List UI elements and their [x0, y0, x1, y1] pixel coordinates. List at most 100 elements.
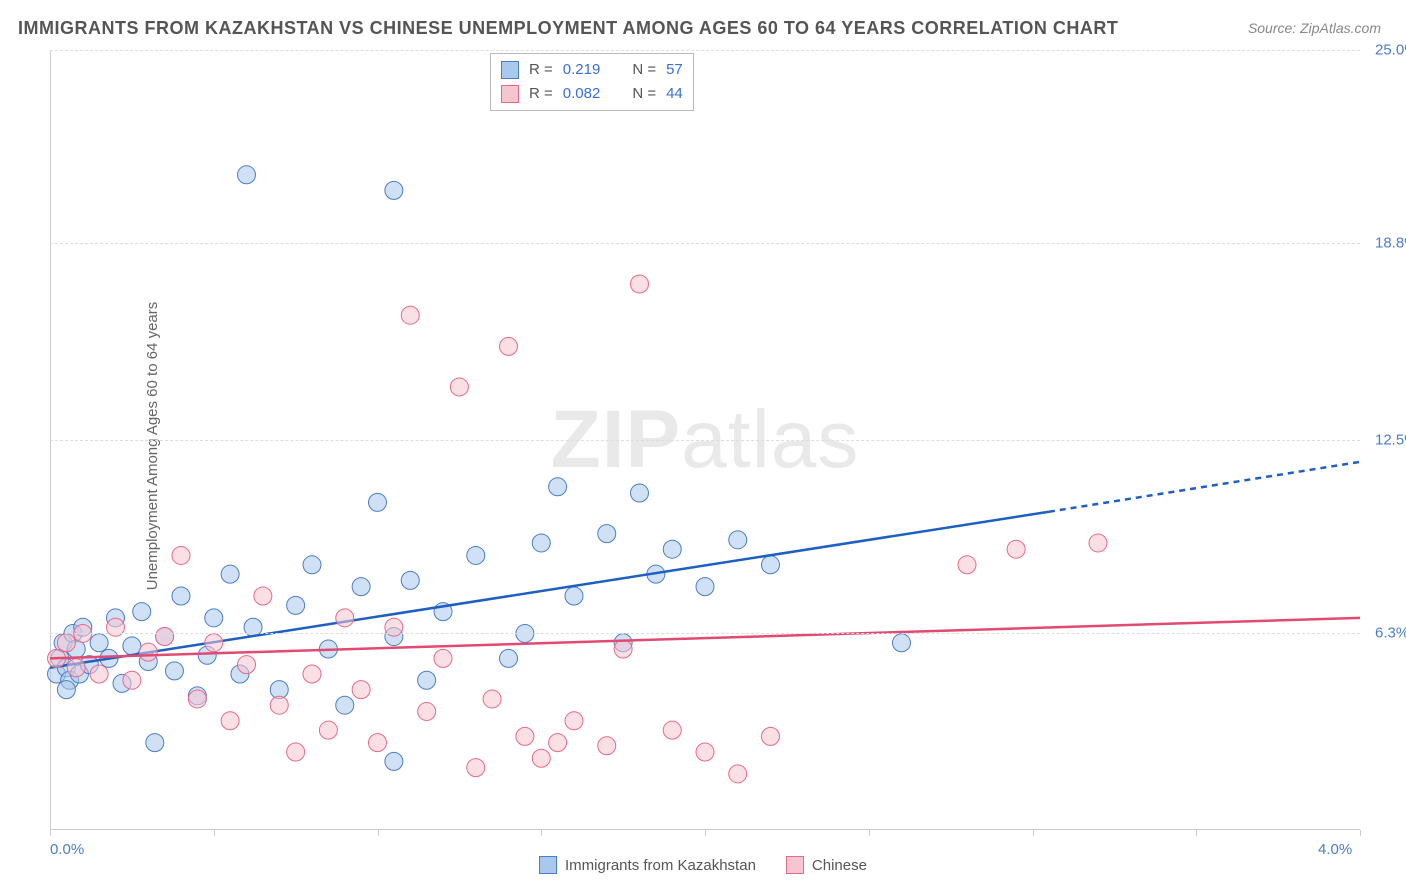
- data-point: [303, 665, 321, 683]
- data-point: [165, 662, 183, 680]
- data-point: [696, 578, 714, 596]
- data-point: [172, 546, 190, 564]
- legend-item: Chinese: [786, 856, 867, 874]
- legend-label: Immigrants from Kazakhstan: [565, 857, 756, 874]
- data-point: [418, 671, 436, 689]
- data-point: [401, 306, 419, 324]
- data-point: [598, 737, 616, 755]
- legend-stats-row: R = 0.082 N = 44: [501, 82, 683, 106]
- data-point: [57, 681, 75, 699]
- data-point: [1007, 540, 1025, 558]
- data-point: [696, 743, 714, 761]
- data-point: [385, 752, 403, 770]
- data-point: [139, 643, 157, 661]
- plot-area: ZIPatlas R = 0.219 N = 57 R = 0.082 N = …: [50, 50, 1360, 830]
- data-point: [254, 587, 272, 605]
- legend-swatch-series0: [501, 61, 519, 79]
- n-label: N =: [632, 58, 656, 82]
- data-point: [1089, 534, 1107, 552]
- data-point: [221, 565, 239, 583]
- data-point: [549, 734, 567, 752]
- data-point: [500, 337, 518, 355]
- x-tick-mark: [541, 830, 542, 836]
- data-point: [598, 525, 616, 543]
- data-point: [238, 166, 256, 184]
- data-point: [385, 181, 403, 199]
- x-tick-mark: [378, 830, 379, 836]
- data-point: [188, 690, 206, 708]
- r-label: R =: [529, 82, 553, 106]
- chart-title: IMMIGRANTS FROM KAZAKHSTAN VS CHINESE UN…: [18, 18, 1118, 39]
- data-point: [565, 712, 583, 730]
- n-value-1: 44: [666, 82, 683, 106]
- data-point: [319, 721, 337, 739]
- data-point: [369, 734, 387, 752]
- y-tick-label: 12.5%: [1365, 432, 1406, 449]
- data-point: [369, 493, 387, 511]
- y-tick-label: 25.0%: [1365, 42, 1406, 59]
- x-tick-mark: [705, 830, 706, 836]
- data-point: [287, 743, 305, 761]
- data-point: [467, 546, 485, 564]
- legend-stats-row: R = 0.219 N = 57: [501, 58, 683, 82]
- data-point: [67, 659, 85, 677]
- data-point: [238, 656, 256, 674]
- legend-stats: R = 0.219 N = 57 R = 0.082 N = 44: [490, 53, 694, 111]
- data-point: [500, 649, 518, 667]
- data-point: [205, 609, 223, 627]
- data-point: [57, 634, 75, 652]
- data-point: [90, 634, 108, 652]
- data-point: [172, 587, 190, 605]
- r-label: R =: [529, 58, 553, 82]
- data-point: [336, 609, 354, 627]
- data-point: [434, 649, 452, 667]
- data-point: [352, 578, 370, 596]
- data-point: [123, 671, 141, 689]
- y-tick-label: 6.3%: [1365, 625, 1406, 642]
- legend-label: Chinese: [812, 857, 867, 874]
- x-tick-mark: [1033, 830, 1034, 836]
- data-point: [631, 275, 649, 293]
- data-point: [90, 665, 108, 683]
- data-point: [287, 596, 305, 614]
- data-point: [614, 640, 632, 658]
- data-point: [958, 556, 976, 574]
- gridline: [50, 440, 1360, 441]
- source-label: Source: ZipAtlas.com: [1248, 20, 1381, 36]
- data-point: [565, 587, 583, 605]
- data-point: [532, 534, 550, 552]
- legend-bottom: Immigrants from Kazakhstan Chinese: [0, 856, 1406, 874]
- x-tick-mark: [50, 830, 51, 836]
- data-point: [467, 759, 485, 777]
- data-point: [893, 634, 911, 652]
- r-value-1: 0.082: [563, 82, 601, 106]
- data-point: [123, 637, 141, 655]
- n-value-0: 57: [666, 58, 683, 82]
- legend-swatch-series1: [501, 85, 519, 103]
- data-point: [532, 749, 550, 767]
- data-point: [631, 484, 649, 502]
- data-point: [270, 696, 288, 714]
- gridline: [50, 243, 1360, 244]
- x-tick-mark: [869, 830, 870, 836]
- legend-swatch: [786, 856, 804, 874]
- data-point: [549, 478, 567, 496]
- data-point: [483, 690, 501, 708]
- legend-item: Immigrants from Kazakhstan: [539, 856, 756, 874]
- data-point: [352, 681, 370, 699]
- x-tick-mark: [214, 830, 215, 836]
- data-point: [336, 696, 354, 714]
- data-point: [418, 702, 436, 720]
- n-label: N =: [632, 82, 656, 106]
- data-point: [663, 721, 681, 739]
- data-point: [663, 540, 681, 558]
- legend-swatch: [539, 856, 557, 874]
- data-point: [205, 634, 223, 652]
- x-tick-mark: [1196, 830, 1197, 836]
- data-point: [401, 571, 419, 589]
- data-point: [303, 556, 321, 574]
- data-point: [156, 628, 174, 646]
- r-value-0: 0.219: [563, 58, 601, 82]
- gridline: [50, 633, 1360, 634]
- trendline-extension: [1049, 462, 1360, 512]
